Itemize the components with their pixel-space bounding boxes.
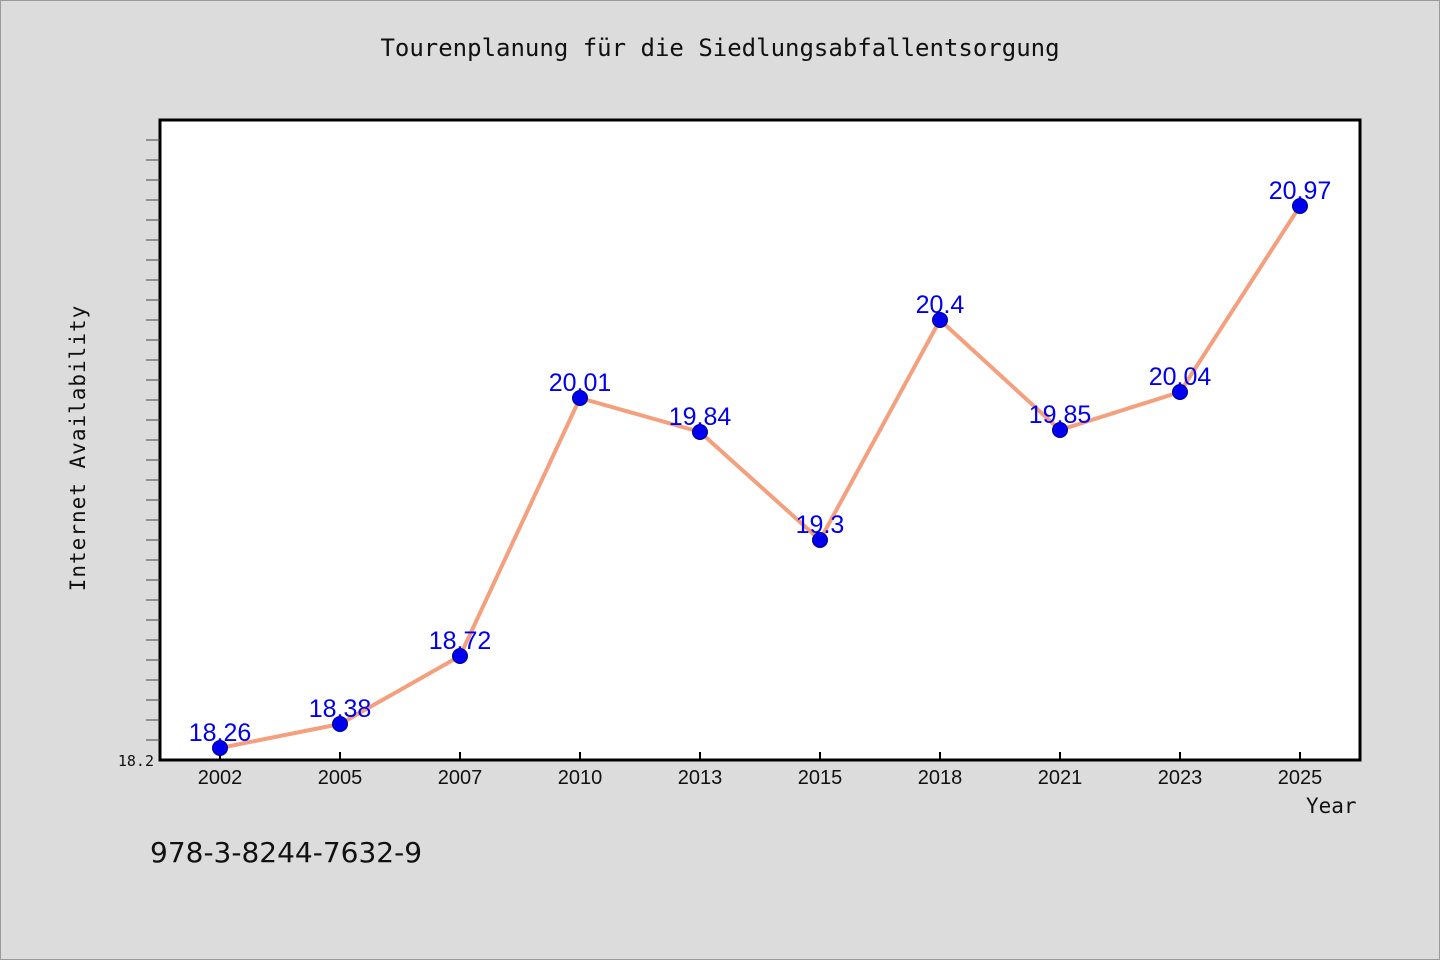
data-label: 19.3	[796, 511, 845, 539]
x-tick-label: 2021	[1038, 767, 1083, 789]
data-point-marker	[1052, 422, 1068, 438]
data-label: 18.26	[189, 719, 252, 747]
data-point-marker	[1292, 198, 1308, 214]
data-point-marker	[1172, 384, 1188, 400]
x-axis-label: Year	[1306, 794, 1357, 818]
data-label: 19.85	[1029, 401, 1092, 429]
data-point-marker	[572, 390, 588, 406]
data-point-marker	[332, 716, 348, 732]
x-tick-label: 2018	[918, 767, 963, 789]
x-tick-label: 2013	[678, 767, 723, 789]
x-tick-label: 2023	[1158, 767, 1203, 789]
data-label: 18.72	[429, 627, 492, 655]
series-line	[219, 204, 1302, 750]
plot-area	[158, 118, 1362, 762]
data-point-marker	[812, 532, 828, 548]
data-label: 20.97	[1269, 177, 1332, 205]
x-tick-label: 2005	[318, 767, 363, 789]
data-point-marker	[452, 648, 468, 664]
x-tick-label: 2010	[558, 767, 603, 789]
data-point-marker	[692, 424, 708, 440]
x-tick-label: 2015	[798, 767, 843, 789]
data-label: 20.01	[549, 369, 612, 397]
x-tick-label: 2007	[438, 767, 483, 789]
y-tick-label: 18.2	[118, 752, 154, 770]
data-label: 20.04	[1149, 363, 1212, 391]
data-label: 18.38	[309, 695, 372, 723]
x-tick-label: 2002	[198, 767, 243, 789]
isbn-text: 978-3-8244-7632-9	[150, 836, 423, 869]
data-label: 20.4	[916, 291, 965, 319]
data-point-marker	[932, 312, 948, 328]
data-label: 19.84	[669, 403, 732, 431]
data-point-marker	[212, 740, 228, 756]
x-tick-label: 2025	[1278, 767, 1323, 789]
chart-title: Tourenplanung für die Siedlungsabfallent…	[380, 34, 1060, 62]
